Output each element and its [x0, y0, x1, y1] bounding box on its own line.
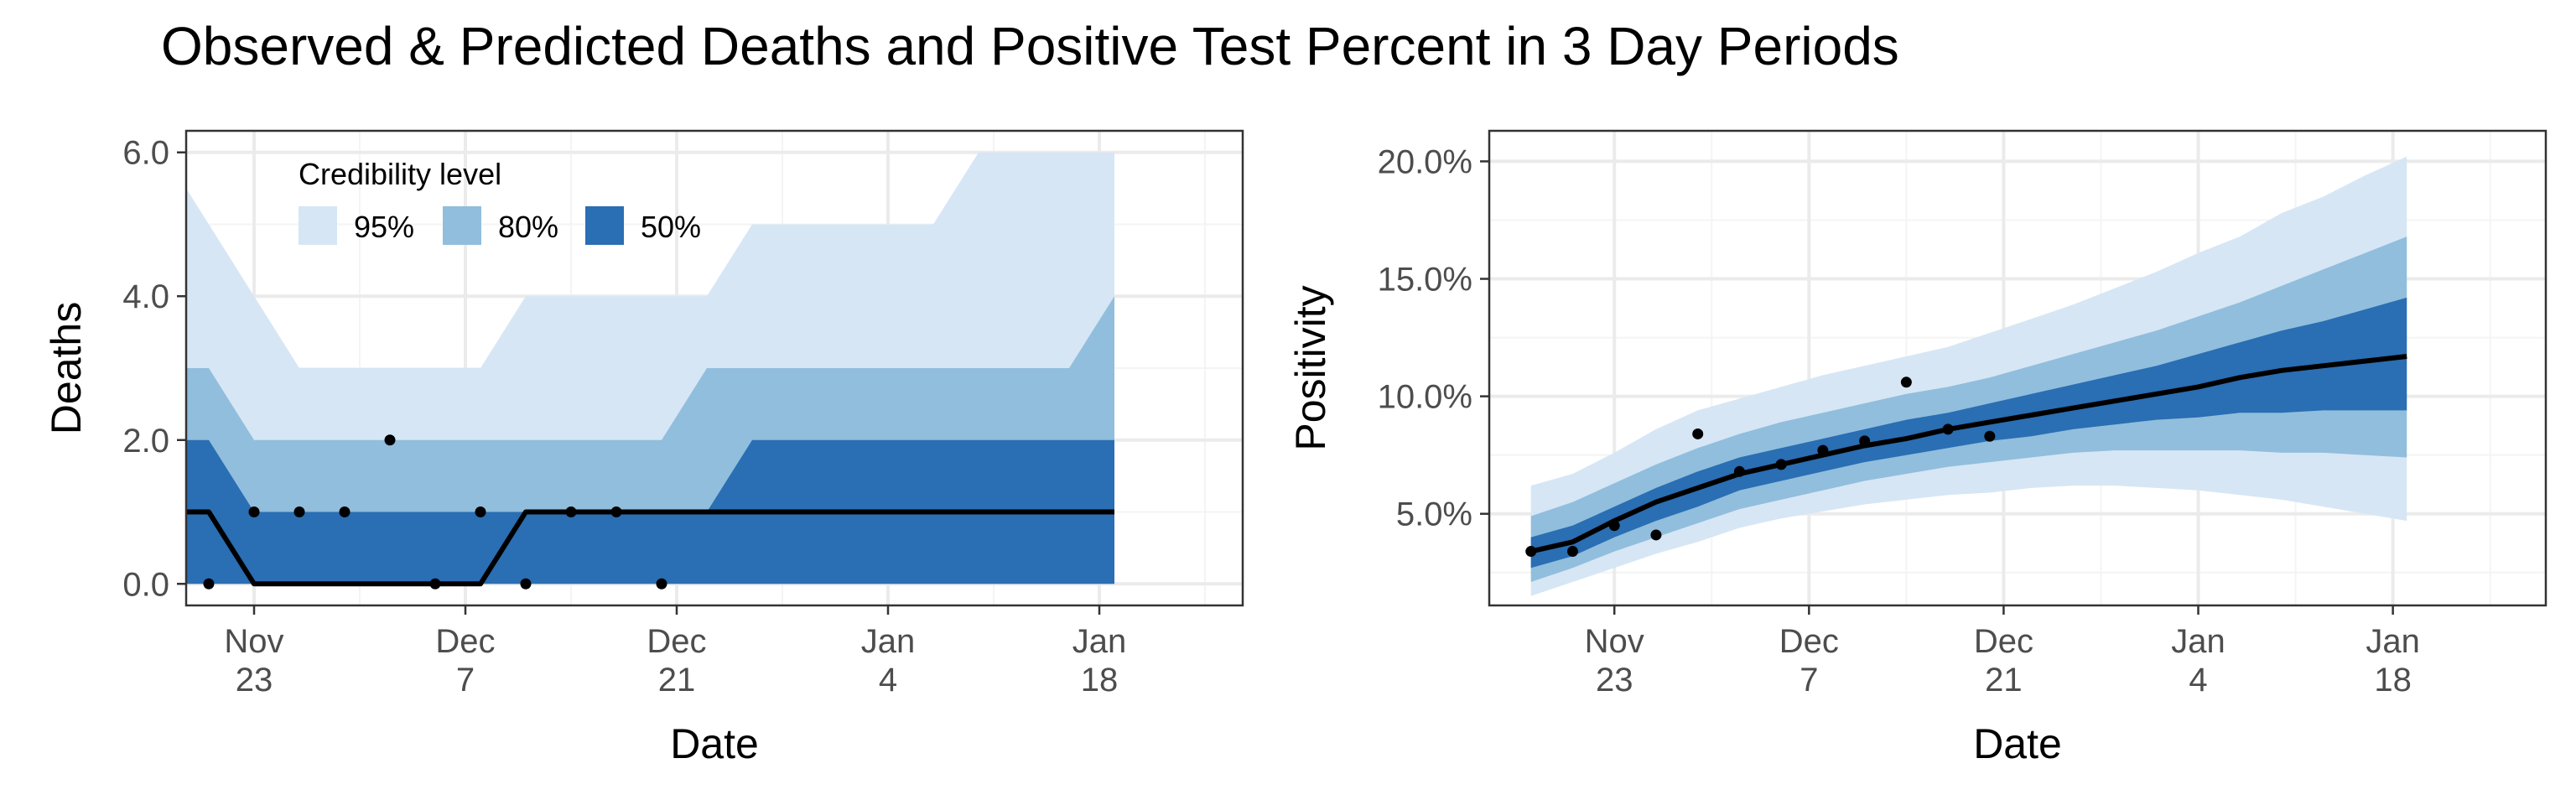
observed-point	[521, 579, 532, 589]
observed-point	[1901, 377, 1912, 387]
observed-point	[1692, 428, 1703, 439]
legend-label: 95%	[354, 210, 414, 244]
observed-point	[249, 506, 260, 517]
x-tick-label-month: Nov	[1585, 623, 1644, 660]
observed-point	[1567, 546, 1578, 557]
observed-point	[385, 434, 396, 445]
observed-point	[1776, 459, 1787, 470]
observed-point	[340, 506, 351, 517]
observed-point	[566, 506, 577, 517]
x-tick-label-month: Dec	[1779, 623, 1839, 660]
x-tick-label-month: Dec	[647, 623, 706, 660]
x-tick-label-month: Nov	[224, 623, 283, 660]
panel-positivity: 5.0%10.0%15.0%20.0%Nov23Dec7Dec21Jan4Jan…	[1287, 131, 2546, 767]
observed-point	[1734, 466, 1745, 477]
x-axis-title: Date	[670, 720, 759, 767]
y-tick-label: 20.0%	[1378, 143, 1472, 180]
y-tick-label: 5.0%	[1396, 496, 1472, 533]
y-axis-title: Positivity	[1287, 285, 1334, 450]
observed-point	[475, 506, 486, 517]
x-tick-label-month: Jan	[2171, 623, 2225, 660]
x-tick-label-day: 4	[879, 662, 897, 699]
y-tick-label: 4.0	[122, 278, 169, 315]
observed-point	[430, 579, 441, 589]
y-tick-label: 6.0	[122, 135, 169, 172]
x-tick-label-day: 4	[2189, 662, 2207, 699]
legend-label: 50%	[641, 210, 701, 244]
x-tick-label-day: 7	[1800, 662, 1818, 699]
observed-point	[657, 579, 667, 589]
observed-point	[1859, 435, 1870, 446]
x-tick-label-day: 18	[2374, 662, 2412, 699]
observed-point	[1609, 520, 1620, 531]
panel-deaths: 0.02.04.06.0Nov23Dec7Dec21Jan4Jan18DateD…	[43, 131, 1243, 767]
x-tick-label-day: 21	[1985, 662, 2023, 699]
observed-point	[1525, 546, 1536, 557]
x-tick-label-day: 7	[456, 662, 475, 699]
observed-point	[294, 506, 305, 517]
observed-point	[1650, 529, 1661, 540]
x-tick-label-day: 21	[658, 662, 696, 699]
y-tick-label: 2.0	[122, 423, 169, 460]
y-tick-label: 10.0%	[1378, 379, 1472, 416]
y-tick-label: 15.0%	[1378, 262, 1472, 299]
x-axis-title: Date	[1973, 720, 2062, 767]
legend-key	[299, 206, 337, 245]
observed-point	[1817, 445, 1828, 456]
observed-point	[1984, 431, 1995, 442]
legend-key	[443, 206, 481, 245]
x-tick-label-month: Jan	[861, 623, 916, 660]
observed-point	[611, 506, 622, 517]
legend-key	[585, 206, 624, 245]
x-tick-label-day: 23	[1596, 662, 1633, 699]
x-tick-label-day: 23	[236, 662, 273, 699]
legend-title: Credibility level	[299, 157, 501, 191]
x-tick-label-month: Dec	[1974, 623, 2033, 660]
legend-label: 80%	[498, 210, 558, 244]
x-tick-label-month: Dec	[435, 623, 495, 660]
y-tick-label: 0.0	[122, 566, 169, 603]
x-tick-label-month: Jan	[2366, 623, 2420, 660]
y-axis-title: Deaths	[43, 302, 90, 434]
observed-point	[204, 579, 215, 589]
x-tick-label-day: 18	[1081, 662, 1119, 699]
x-tick-label-month: Jan	[1072, 623, 1127, 660]
observed-point	[1943, 423, 1954, 434]
